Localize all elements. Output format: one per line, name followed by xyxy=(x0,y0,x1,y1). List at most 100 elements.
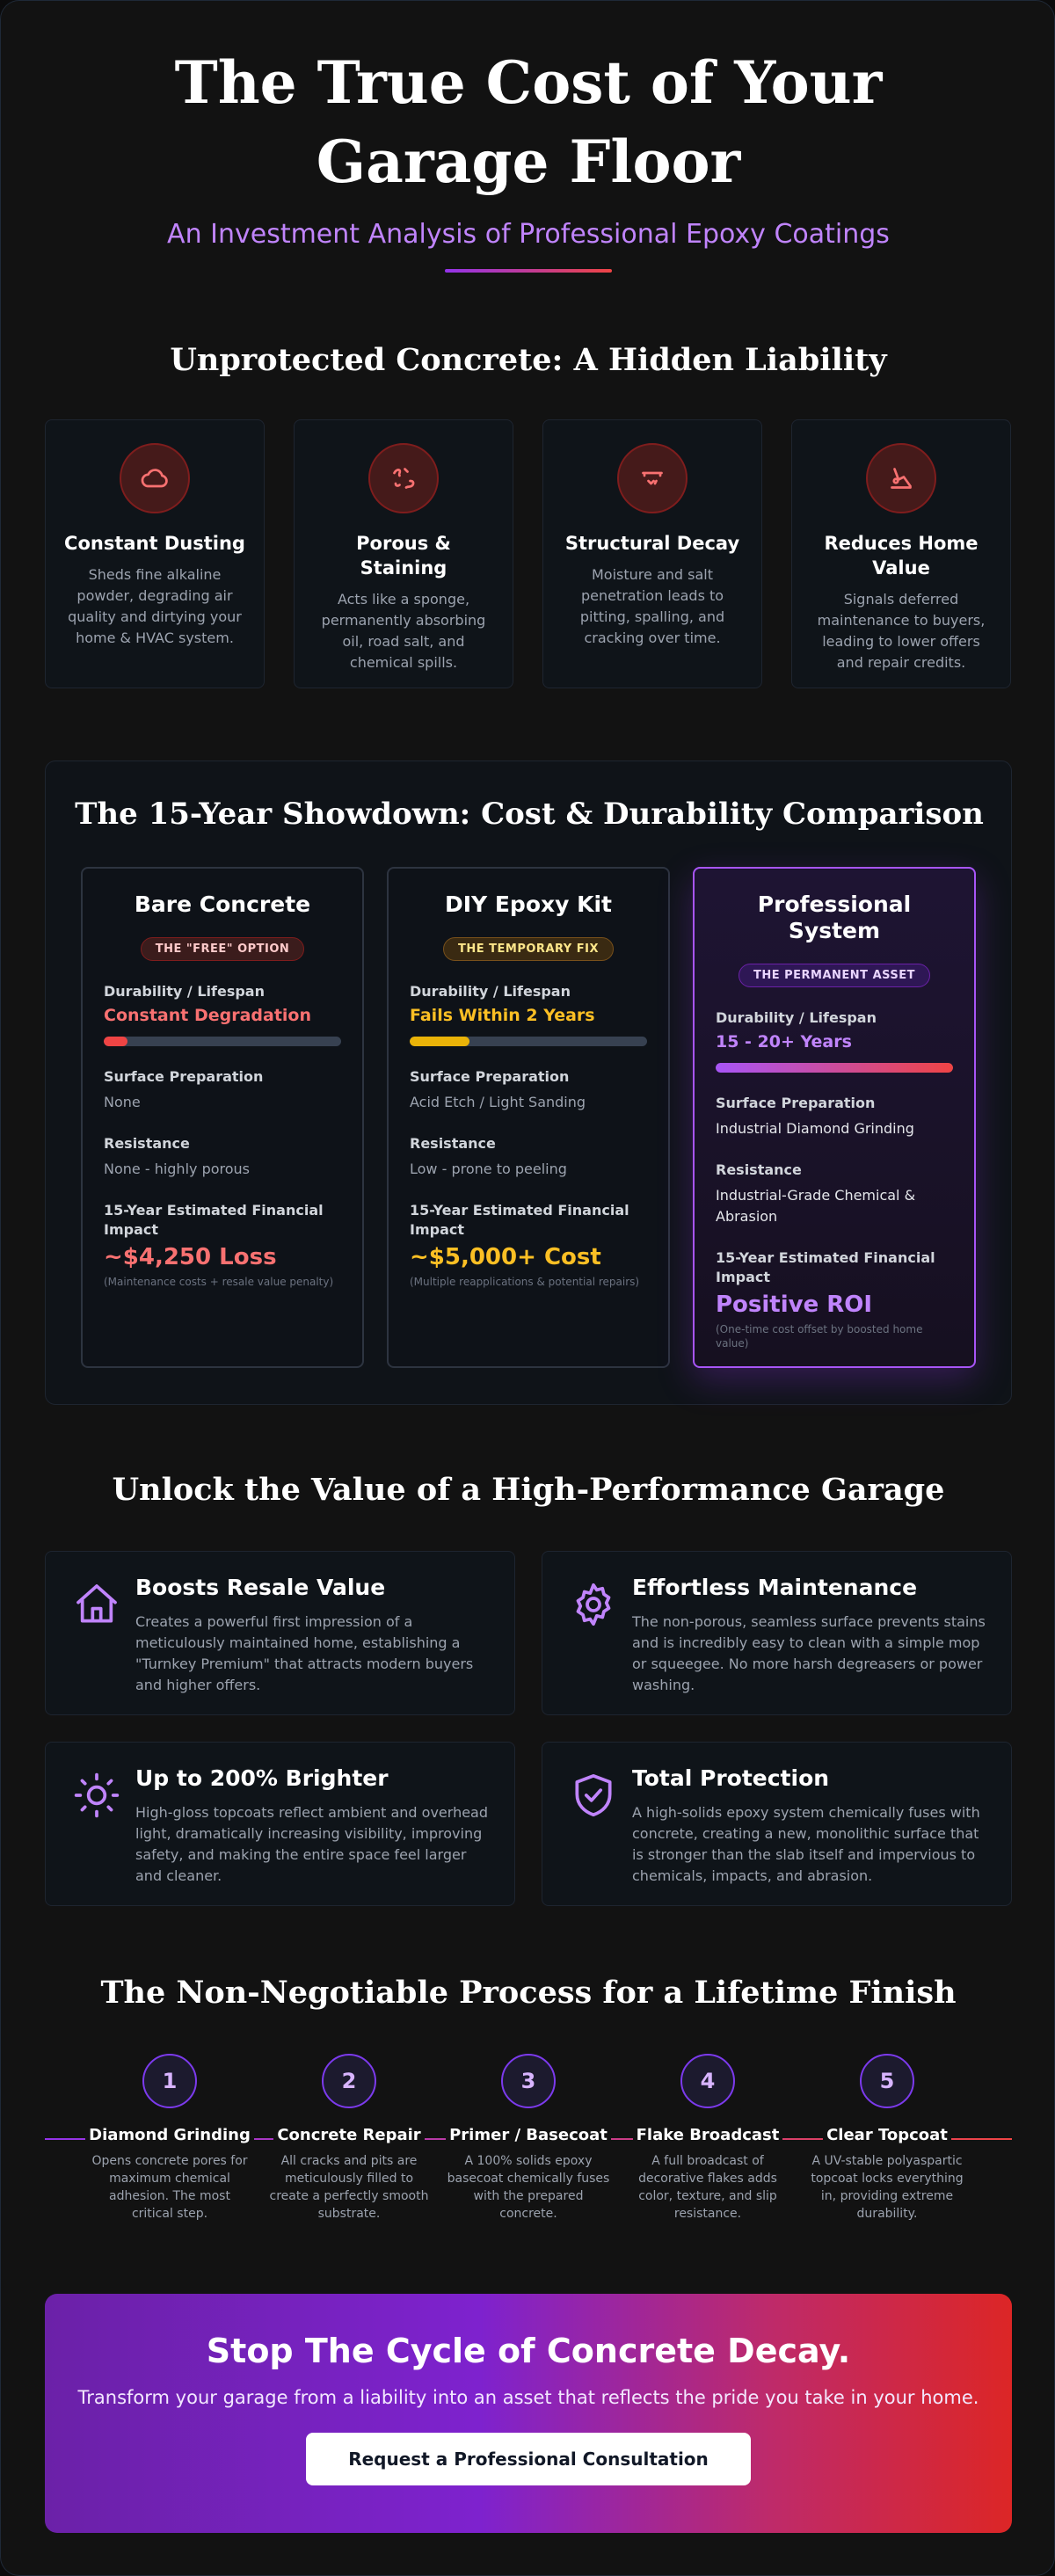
comparison-section: The 15-Year Showdown: Cost & Durability … xyxy=(45,760,1012,1405)
step-number: 4 xyxy=(680,2054,735,2108)
benefit-text: A high-solids epoxy system chemically fu… xyxy=(632,1804,980,1884)
process-section-title: The Non-Negotiable Process for a Lifetim… xyxy=(100,1975,957,2011)
resistance-value: None - highly porous xyxy=(104,1161,251,1177)
prep-value: Industrial Diamond Grinding xyxy=(716,1120,914,1137)
step-title: Diamond Grinding xyxy=(85,2124,254,2147)
liability-grid: Constant Dusting Sheds fine alkaline pow… xyxy=(45,419,1012,688)
step-title: Flake Broadcast xyxy=(632,2124,783,2147)
liability-card-title: Reduces Home Value xyxy=(824,533,979,579)
liability-card: Constant Dusting Sheds fine alkaline pow… xyxy=(45,419,265,688)
benefit-card: Total Protection A high-solids epoxy sys… xyxy=(542,1742,1012,1906)
comparison-card-title: Bare Concrete xyxy=(134,891,311,917)
durability-value: Constant Degradation xyxy=(104,1006,312,1025)
benefit-title: Up to 200% Brighter xyxy=(135,1765,389,1791)
comparison-card-pro: Professional System THE PERMANENT ASSET … xyxy=(693,867,976,1368)
durability-bar-fill xyxy=(410,1037,469,1046)
liability-card: Reduces Home Value Signals deferred main… xyxy=(791,419,1011,688)
comparison-card-title: DIY Epoxy Kit xyxy=(444,891,613,917)
durability-label: Durability / Lifespan xyxy=(716,1009,877,1026)
prep-value: None xyxy=(104,1094,141,1110)
title-divider xyxy=(445,269,612,273)
process-step: 3 Primer / Basecoat A 100% solids epoxy … xyxy=(439,2054,618,2223)
step-number: 2 xyxy=(322,2054,376,2108)
financial-value: ~$5,000+ Cost xyxy=(410,1244,601,1270)
hero-section: The True Cost of Your Garage Floor An In… xyxy=(1,43,1054,273)
comparison-badge: THE PERMANENT ASSET xyxy=(738,964,931,987)
benefit-title: Effortless Maintenance xyxy=(632,1575,918,1600)
durability-label: Durability / Lifespan xyxy=(410,983,571,1000)
comparison-badge: THE "FREE" OPTION xyxy=(140,937,305,961)
benefit-text: High-gloss topcoats reflect ambient and … xyxy=(135,1804,489,1884)
shield-check-icon xyxy=(569,1765,618,1905)
step-number: 5 xyxy=(860,2054,914,2108)
step-text: All cracks and pits are meticulously fil… xyxy=(269,2154,429,2221)
request-consultation-button[interactable]: Request a Professional Consultation xyxy=(306,2433,751,2485)
process-step: 5 Clear Topcoat A UV-stable polyaspartic… xyxy=(797,2054,977,2223)
step-text: A full broadcast of decorative flakes ad… xyxy=(638,2154,777,2221)
financial-label: 15-Year Estimated Financial Impact xyxy=(410,1202,629,1238)
process-steps: 1 Diamond Grinding Opens concrete pores … xyxy=(80,2054,977,2223)
cta-text: Transform your garage from a liability i… xyxy=(77,2387,979,2408)
benefit-title: Total Protection xyxy=(632,1765,830,1791)
comparison-card-title: Professional System xyxy=(757,891,912,943)
comparison-section-title: The 15-Year Showdown: Cost & Durability … xyxy=(75,797,984,832)
comparison-grid: Bare Concrete THE "FREE" OPTION Durabili… xyxy=(81,867,976,1368)
cta-banner: Stop The Cycle of Concrete Decay. Transf… xyxy=(45,2294,1012,2533)
step-text: A 100% solids epoxy basecoat chemically … xyxy=(447,2154,610,2221)
benefit-card: Effortless Maintenance The non-porous, s… xyxy=(542,1551,1012,1715)
page-subtitle: An Investment Analysis of Professional E… xyxy=(167,219,890,250)
liability-card-text: Moisture and salt penetration leads to p… xyxy=(579,566,725,646)
step-number: 3 xyxy=(501,2054,556,2108)
benefit-card: Up to 200% Brighter High-gloss topcoats … xyxy=(45,1742,515,1906)
resistance-value: Low - prone to peeling xyxy=(410,1161,567,1177)
step-text: Opens concrete pores for maximum chemica… xyxy=(91,2154,248,2221)
financial-note: (One-time cost offset by boosted home va… xyxy=(716,1323,923,1350)
comparison-card-diy: DIY Epoxy Kit THE TEMPORARY FIX Durabili… xyxy=(387,867,670,1368)
liability-card: Porous & Staining Acts like a sponge, pe… xyxy=(294,419,513,688)
spill-icon xyxy=(368,443,439,513)
liability-card: Structural Decay Moisture and salt penet… xyxy=(542,419,762,688)
prep-label: Surface Preparation xyxy=(410,1068,570,1085)
prep-value: Acid Etch / Light Sanding xyxy=(410,1094,586,1110)
cloud-icon xyxy=(120,443,190,513)
durability-bar xyxy=(716,1063,953,1073)
process-step: 4 Flake Broadcast A full broadcast of de… xyxy=(618,2054,797,2223)
liability-card-title: Porous & Staining xyxy=(356,533,451,579)
step-number: 1 xyxy=(142,2054,197,2108)
resistance-label: Resistance xyxy=(410,1135,496,1152)
comparison-badge: THE TEMPORARY FIX xyxy=(443,937,614,961)
gear-icon xyxy=(569,1575,618,1714)
liability-card-title: Constant Dusting xyxy=(64,533,245,554)
durability-value: Fails Within 2 Years xyxy=(410,1006,595,1025)
liability-card-title: Structural Decay xyxy=(564,533,740,554)
home-icon xyxy=(72,1575,121,1714)
resistance-label: Resistance xyxy=(716,1161,802,1178)
liability-section-title: Unprotected Concrete: A Hidden Liability xyxy=(170,342,887,378)
process-step: 2 Concrete Repair All cracks and pits ar… xyxy=(259,2054,439,2223)
resistance-value: Industrial-Grade Chemical & Abrasion xyxy=(716,1187,916,1225)
comparison-card-bare: Bare Concrete THE "FREE" OPTION Durabili… xyxy=(81,867,364,1368)
liability-card-text: Signals deferred maintenance to buyers, … xyxy=(817,591,986,671)
benefit-card: Boosts Resale Value Creates a powerful f… xyxy=(45,1551,515,1715)
durability-bar xyxy=(104,1037,341,1046)
benefit-text: Creates a powerful first impression of a… xyxy=(135,1613,474,1693)
step-title: Clear Topcoat xyxy=(823,2124,951,2147)
benefit-title: Boosts Resale Value xyxy=(135,1575,386,1600)
resistance-label: Resistance xyxy=(104,1135,190,1152)
financial-note: (Multiple reapplications & potential rep… xyxy=(410,1276,640,1288)
step-title: Concrete Repair xyxy=(273,2124,425,2147)
financial-value: Positive ROI xyxy=(716,1292,873,1318)
benefits-grid: Boosts Resale Value Creates a powerful f… xyxy=(45,1551,1012,1906)
financial-label: 15-Year Estimated Financial Impact xyxy=(104,1202,324,1238)
durability-bar-fill xyxy=(716,1063,953,1073)
crack-icon xyxy=(617,443,688,513)
value-drop-icon xyxy=(866,443,936,513)
financial-note: (Maintenance costs + resale value penalt… xyxy=(104,1276,334,1288)
durability-label: Durability / Lifespan xyxy=(104,983,265,1000)
liability-card-text: Sheds fine alkaline powder, degrading ai… xyxy=(68,566,242,646)
financial-value: ~$4,250 Loss xyxy=(104,1244,277,1270)
step-text: A UV-stable polyaspartic topcoat locks e… xyxy=(811,2154,964,2221)
liability-card-text: Acts like a sponge, permanently absorbin… xyxy=(321,591,486,671)
sun-icon xyxy=(72,1765,121,1905)
